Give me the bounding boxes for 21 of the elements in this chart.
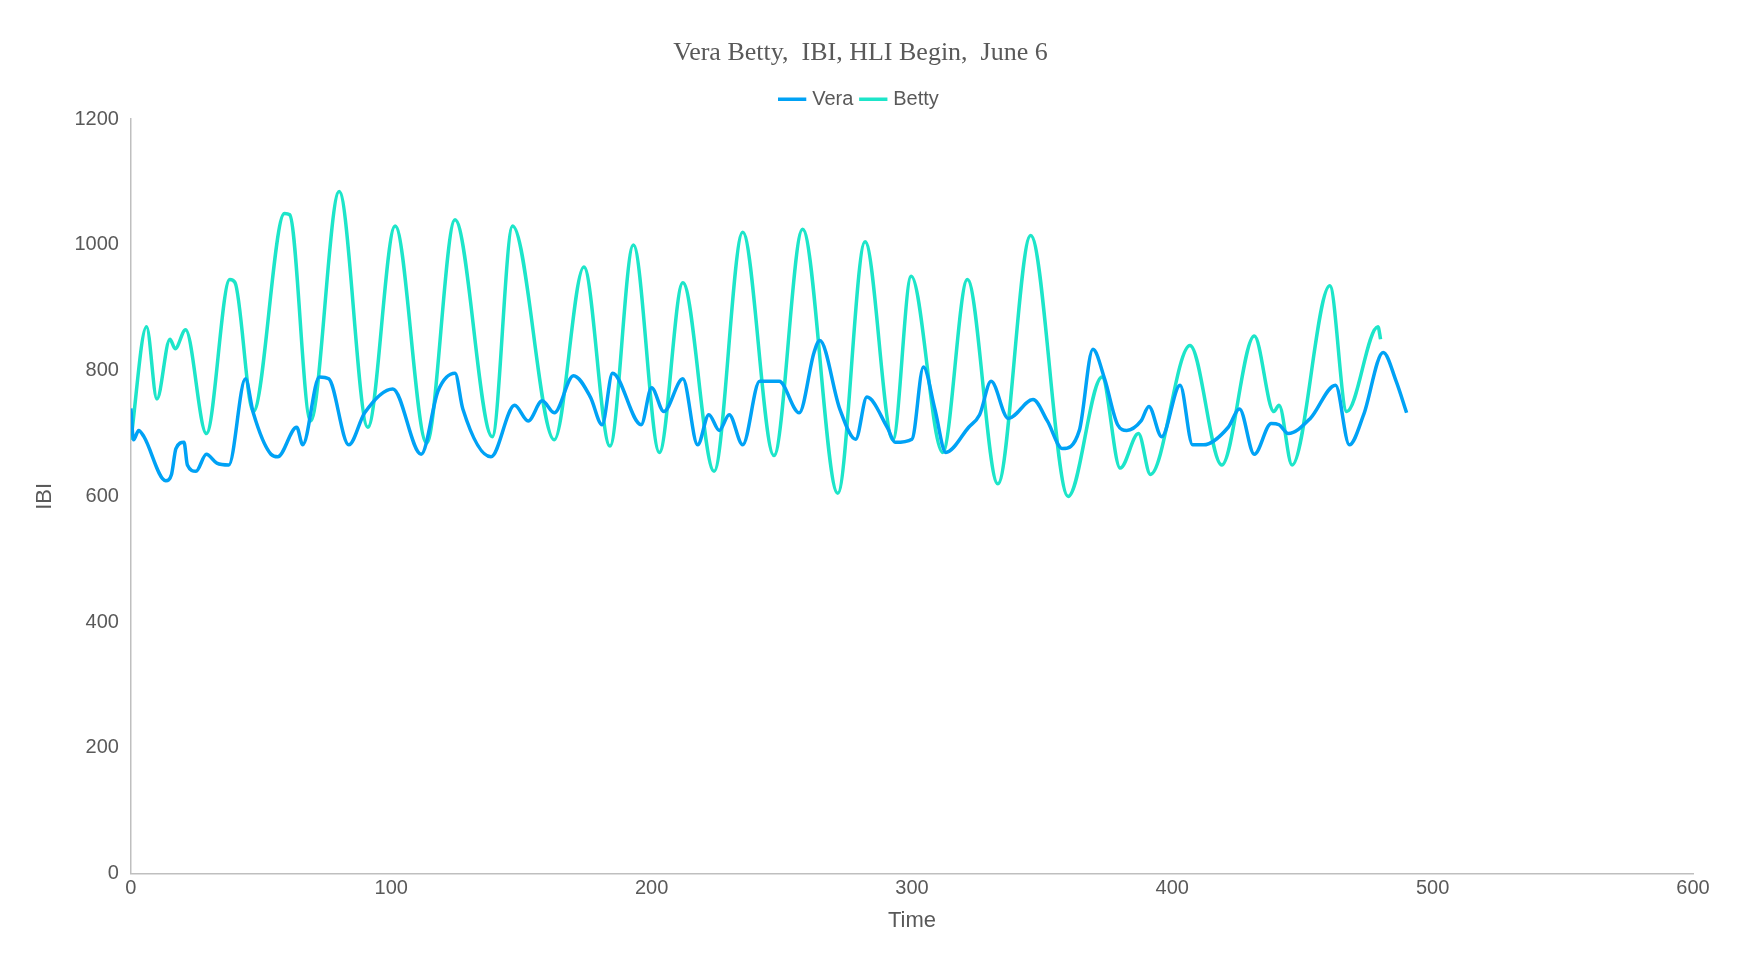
x-tick-label: 500: [1415, 876, 1450, 899]
x-tick-label: 300: [895, 876, 929, 899]
x-tick-label: 100: [374, 876, 408, 899]
y-axis-title: IBI: [31, 482, 57, 510]
legend-label: Betty: [893, 86, 939, 109]
chart-title: Vera Betty, IBI, HLI Begin, June 6: [673, 37, 1048, 67]
y-tick-label: 200: [85, 735, 119, 758]
y-tick-label: 400: [85, 609, 119, 632]
y-tick-label: 800: [85, 358, 119, 381]
x-tick-label: 600: [1676, 876, 1710, 899]
y-tick-label: 1000: [74, 232, 119, 255]
y-tick-label: 600: [85, 483, 119, 506]
legend-label: Vera: [812, 86, 855, 109]
x-tick-label: 0: [125, 876, 137, 899]
y-tick-label: 0: [107, 861, 119, 884]
line-series: [130, 338, 1409, 483]
x-tick-label: 400: [1155, 876, 1189, 899]
x-axis-title: Time: [887, 906, 936, 932]
y-tick-label: 1200: [74, 106, 119, 129]
line-series: [130, 189, 1383, 499]
x-tick-label: 200: [634, 876, 669, 899]
